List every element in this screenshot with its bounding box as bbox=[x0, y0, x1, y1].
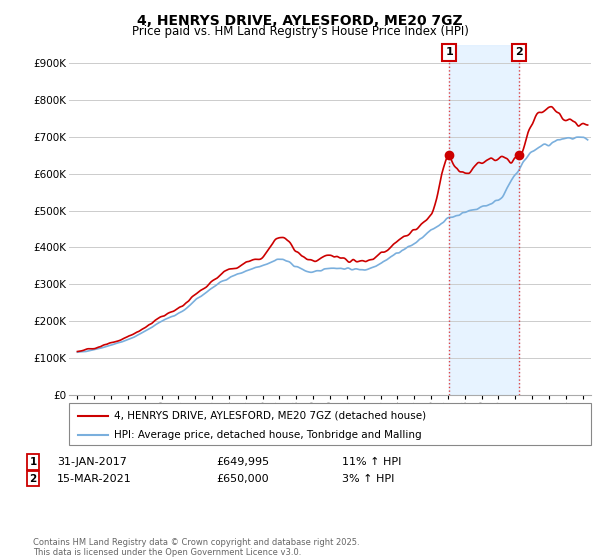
Text: 15-MAR-2021: 15-MAR-2021 bbox=[57, 474, 132, 484]
Text: HPI: Average price, detached house, Tonbridge and Malling: HPI: Average price, detached house, Tonb… bbox=[114, 430, 422, 440]
Text: 1: 1 bbox=[29, 457, 37, 467]
Text: 4, HENRYS DRIVE, AYLESFORD, ME20 7GZ (detached house): 4, HENRYS DRIVE, AYLESFORD, ME20 7GZ (de… bbox=[114, 411, 426, 421]
Text: 4, HENRYS DRIVE, AYLESFORD, ME20 7GZ: 4, HENRYS DRIVE, AYLESFORD, ME20 7GZ bbox=[137, 14, 463, 28]
Text: 1: 1 bbox=[445, 47, 453, 57]
Text: 31-JAN-2017: 31-JAN-2017 bbox=[57, 457, 127, 467]
Text: Contains HM Land Registry data © Crown copyright and database right 2025.
This d: Contains HM Land Registry data © Crown c… bbox=[33, 538, 359, 557]
Text: 3% ↑ HPI: 3% ↑ HPI bbox=[342, 474, 394, 484]
Text: 2: 2 bbox=[515, 47, 523, 57]
Text: 2: 2 bbox=[29, 474, 37, 484]
Bar bbox=[449, 45, 519, 395]
Text: £650,000: £650,000 bbox=[216, 474, 269, 484]
Text: £649,995: £649,995 bbox=[216, 457, 269, 467]
Text: Price paid vs. HM Land Registry's House Price Index (HPI): Price paid vs. HM Land Registry's House … bbox=[131, 25, 469, 38]
Text: 11% ↑ HPI: 11% ↑ HPI bbox=[342, 457, 401, 467]
